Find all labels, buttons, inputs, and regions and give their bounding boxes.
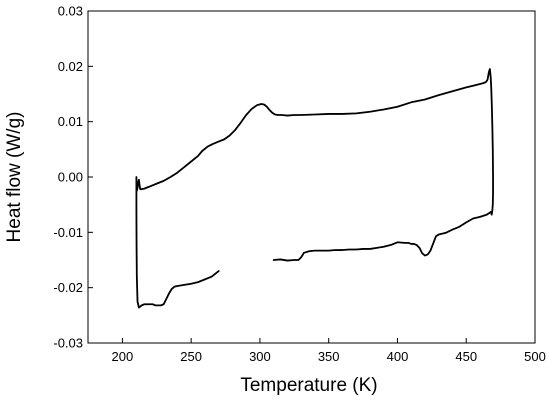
x-axis-ticks: 200 250 300 350 400 450 500 bbox=[112, 338, 546, 364]
plot-area bbox=[87, 10, 536, 344]
x-tick-label: 500 bbox=[524, 349, 546, 364]
y-tick-label: -0.03 bbox=[53, 336, 83, 351]
y-axis-ticks: -0.03 -0.02 -0.01 0.00 0.01 0.02 0.03 bbox=[53, 4, 93, 351]
x-tick-label: 350 bbox=[318, 349, 340, 364]
plot-frame bbox=[87, 10, 536, 344]
y-tick-label: 0.03 bbox=[58, 4, 83, 19]
x-tick-label: 400 bbox=[387, 349, 409, 364]
y-tick-label: 0.02 bbox=[58, 59, 83, 74]
y-tick-label: 0.01 bbox=[58, 114, 83, 129]
series-layer bbox=[135, 68, 494, 309]
series-line-2 bbox=[272, 210, 492, 262]
x-tick-label: 300 bbox=[249, 349, 271, 364]
x-tick-label: 450 bbox=[455, 349, 477, 364]
series-line-1 bbox=[135, 68, 494, 309]
y-tick-label: -0.02 bbox=[53, 280, 83, 295]
y-axis-title: Heat flow (W/g) bbox=[4, 112, 25, 243]
y-tick-label: -0.01 bbox=[53, 225, 83, 240]
x-tick-label: 250 bbox=[180, 349, 202, 364]
y-tick-label: 0.00 bbox=[58, 170, 83, 185]
x-tick-label: 200 bbox=[112, 349, 134, 364]
x-axis-title: Temperature (K) bbox=[240, 375, 377, 396]
